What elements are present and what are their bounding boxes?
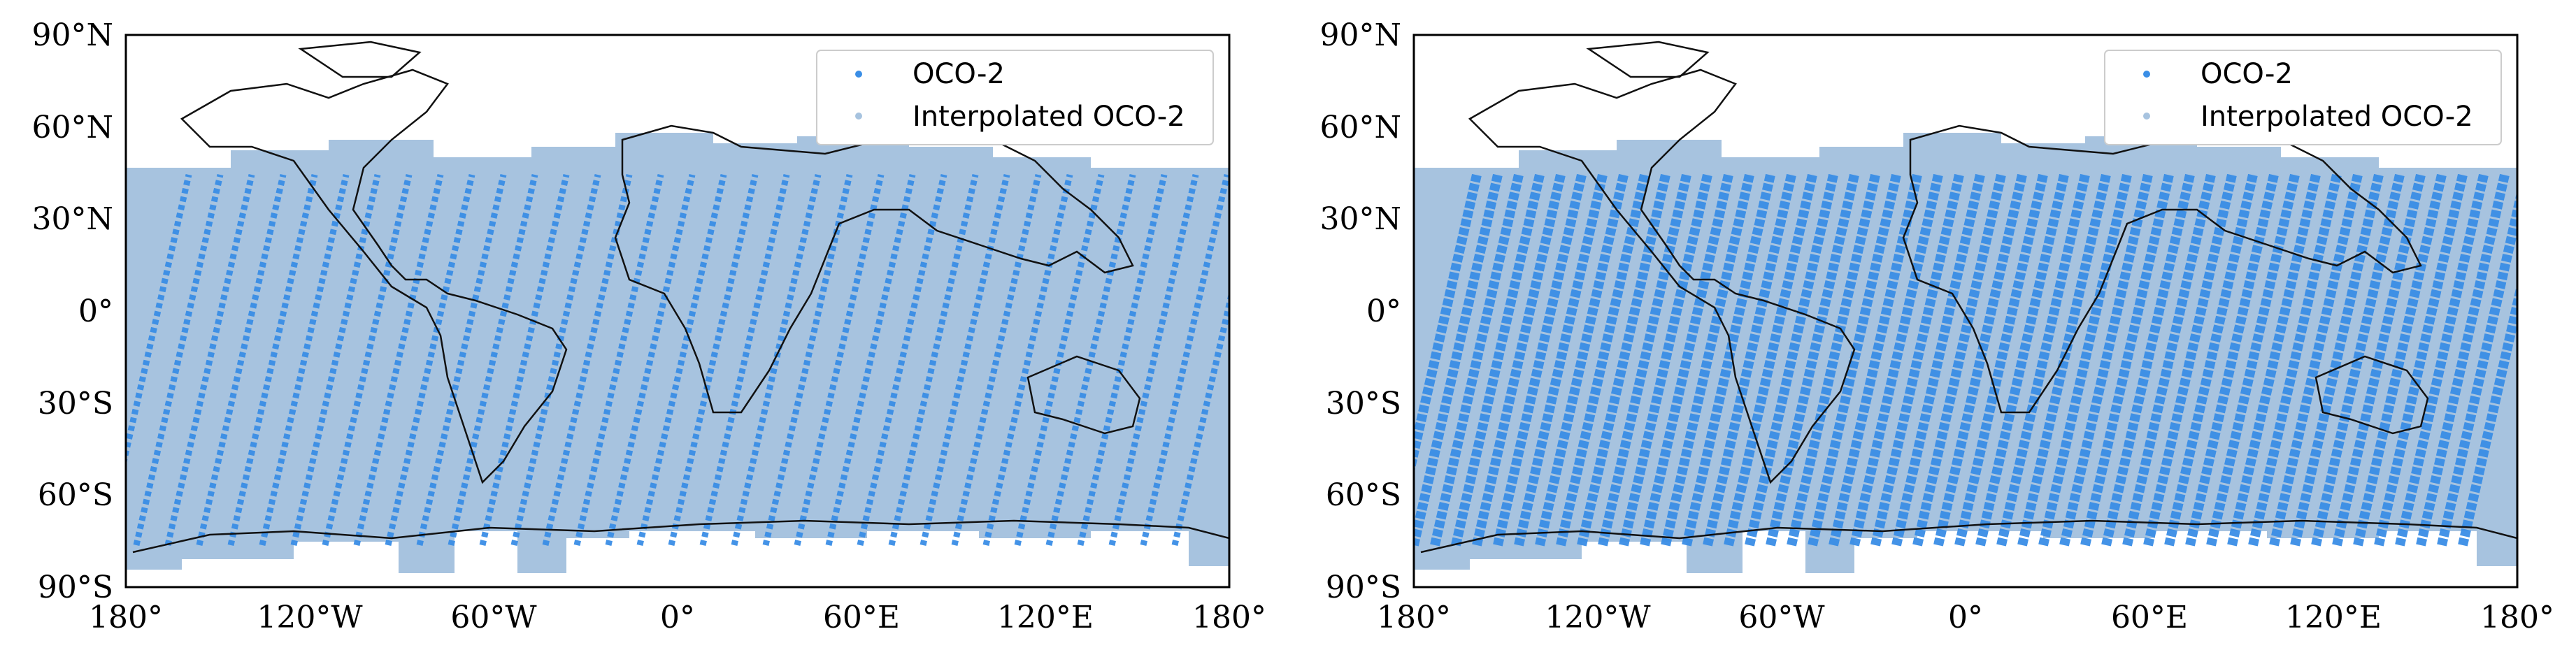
lon-tick: 60°W bbox=[1738, 600, 1825, 635]
lat-tick: 60°N bbox=[32, 110, 114, 145]
longitude-ticks: 180° 120°W 60°W 0° 60°E 120°E 180° bbox=[89, 600, 1266, 635]
longitude-ticks: 180° 120°W 60°W 0° 60°E 120°E 180° bbox=[1377, 600, 2554, 635]
legend-marker-interpolated bbox=[2143, 113, 2150, 120]
lat-tick: 30°N bbox=[1320, 201, 1402, 237]
lat-tick: 90°N bbox=[32, 17, 114, 53]
legend-label-interpolated: Interpolated OCO-2 bbox=[913, 101, 1185, 133]
lat-tick: 60°S bbox=[1326, 477, 1401, 513]
map-panel-right: OCO-2 Interpolated OCO-2 90°N 60°N 30°N … bbox=[1288, 0, 2576, 664]
lon-tick: 180° bbox=[1377, 600, 1451, 635]
lat-tick: 90°S bbox=[1326, 570, 1401, 605]
lon-tick: 180° bbox=[1192, 600, 1266, 635]
lon-tick: 120°E bbox=[2285, 600, 2382, 635]
coastlines bbox=[1420, 41, 2517, 554]
lon-tick: 60°E bbox=[2111, 600, 2188, 635]
lon-tick: 0° bbox=[1948, 600, 1983, 635]
lon-tick: 120°E bbox=[997, 600, 1094, 635]
lat-tick: 30°S bbox=[38, 386, 113, 421]
legend-marker-oco2 bbox=[855, 71, 862, 78]
map-frame bbox=[1412, 34, 2519, 589]
legend-marker-oco2 bbox=[2143, 71, 2150, 78]
legend: OCO-2 Interpolated OCO-2 bbox=[2104, 50, 2502, 145]
legend-label-interpolated: Interpolated OCO-2 bbox=[2201, 101, 2473, 133]
lat-tick: 60°N bbox=[1320, 110, 1402, 145]
legend-label-oco2: OCO-2 bbox=[913, 58, 1005, 90]
lon-tick: 180° bbox=[2480, 600, 2554, 635]
lon-tick: 120°W bbox=[257, 600, 363, 635]
map-panel-left: OCO-2 Interpolated OCO-2 90°N 60°N 30°N … bbox=[32, 17, 1266, 635]
latitude-ticks: 90°N 60°N 30°N 0° 30°S 60°S 90°S bbox=[1320, 17, 1402, 605]
lat-tick: 90°S bbox=[38, 570, 113, 605]
legend-label-oco2: OCO-2 bbox=[2201, 58, 2293, 90]
lon-tick: 120°W bbox=[1545, 600, 1651, 635]
latitude-ticks: 90°N 60°N 30°N 0° 30°S 60°S 90°S bbox=[32, 17, 114, 605]
lon-tick: 180° bbox=[89, 600, 163, 635]
map-figure-left: OCO-2 Interpolated OCO-2 90°N 60°N 30°N … bbox=[32, 17, 1266, 635]
lon-tick: 60°W bbox=[450, 600, 537, 635]
coastlines bbox=[132, 41, 1229, 554]
map-figure-right: OCO-2 Interpolated OCO-2 90°N 60°N 30°N … bbox=[1320, 17, 2554, 635]
lat-tick: 30°S bbox=[1326, 386, 1401, 421]
map-frame bbox=[124, 34, 1231, 589]
legend-marker-interpolated bbox=[855, 113, 862, 120]
interpolated-coverage bbox=[126, 133, 1229, 573]
lon-tick: 0° bbox=[660, 600, 695, 635]
legend: OCO-2 Interpolated OCO-2 bbox=[816, 50, 1214, 145]
lat-tick: 90°N bbox=[1320, 17, 1402, 53]
oco2-observation-tracks bbox=[126, 174, 1229, 546]
lat-tick: 0° bbox=[78, 294, 113, 329]
lat-tick: 0° bbox=[1366, 294, 1401, 329]
lat-tick: 60°S bbox=[38, 477, 113, 513]
lon-tick: 60°E bbox=[823, 600, 900, 635]
lat-tick: 30°N bbox=[32, 201, 114, 237]
